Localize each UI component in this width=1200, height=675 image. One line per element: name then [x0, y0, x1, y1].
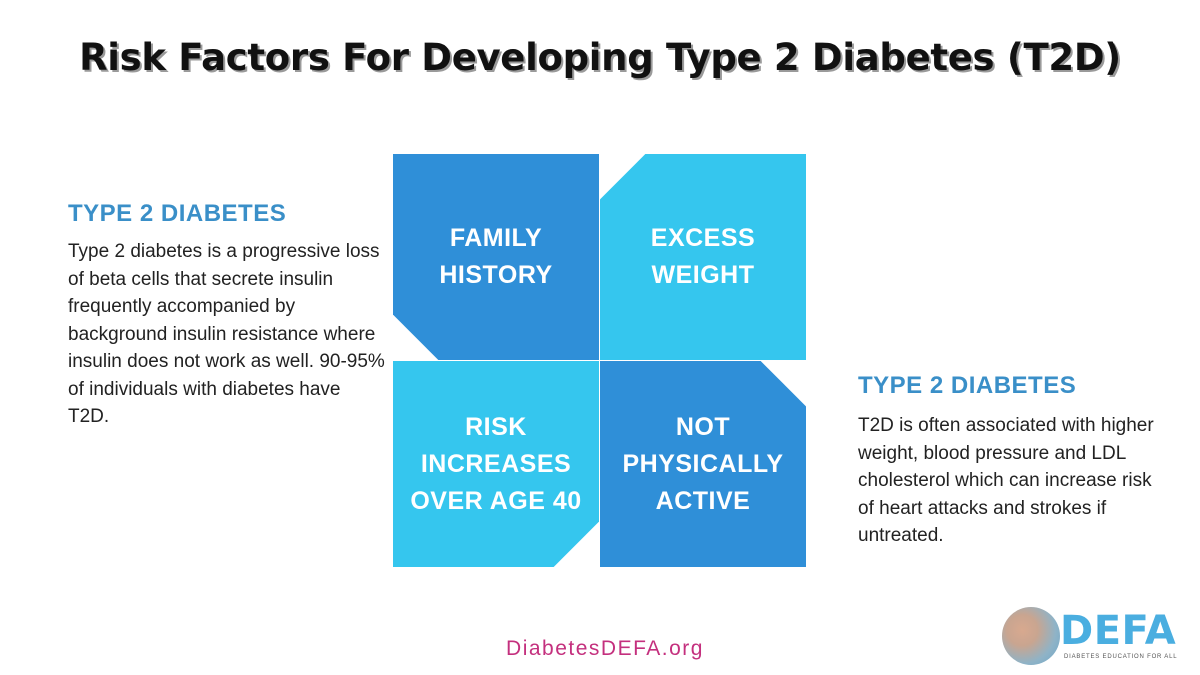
- risk-factor-excess-weight: EXCESS WEIGHT: [600, 154, 806, 360]
- left-panel-text: Type 2 diabetes is a progressive loss of…: [68, 241, 385, 427]
- logo-tagline: DIABETES EDUCATION FOR ALL: [1064, 654, 1178, 660]
- risk-factor-not-physically-active: NOT PHYSICALLY ACTIVE: [600, 361, 806, 567]
- page-title: Risk Factors For Developing Type 2 Diabe…: [79, 36, 1121, 79]
- globe-icon: [1002, 607, 1060, 665]
- logo-wordmark: DEFA: [1060, 608, 1177, 654]
- right-panel-text: T2D is often associated with higher weig…: [858, 415, 1154, 546]
- risk-factor-age-over-40: RISK INCREASES OVER AGE 40: [393, 361, 599, 567]
- defa-logo: DEFA DIABETES EDUCATION FOR ALL: [1000, 605, 1180, 669]
- risk-factor-family-history: FAMILY HISTORY: [393, 154, 599, 360]
- risk-factor-grid: FAMILY HISTORY EXCESS WEIGHT RISK INCREA…: [393, 154, 806, 567]
- right-panel-heading: TYPE 2 DIABETES: [858, 372, 1077, 399]
- website-link[interactable]: DiabetesDEFA.org: [506, 637, 704, 660]
- left-panel-heading: TYPE 2 DIABETES: [68, 200, 287, 227]
